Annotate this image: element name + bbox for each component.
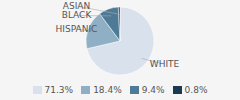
html-text:18.4%: 18.4% — [93, 85, 122, 95]
svg-text:WHITE: WHITE — [150, 59, 180, 69]
html-text:71.3%: 71.3% — [44, 85, 74, 95]
html-text:9.4%: 9.4% — [141, 85, 165, 95]
svg-text:HISPANIC: HISPANIC — [56, 24, 98, 34]
html-text:0.8%: 0.8% — [184, 85, 208, 95]
svg-text:BLACK: BLACK — [62, 10, 93, 20]
svg-text:ASIAN: ASIAN — [63, 1, 90, 11]
